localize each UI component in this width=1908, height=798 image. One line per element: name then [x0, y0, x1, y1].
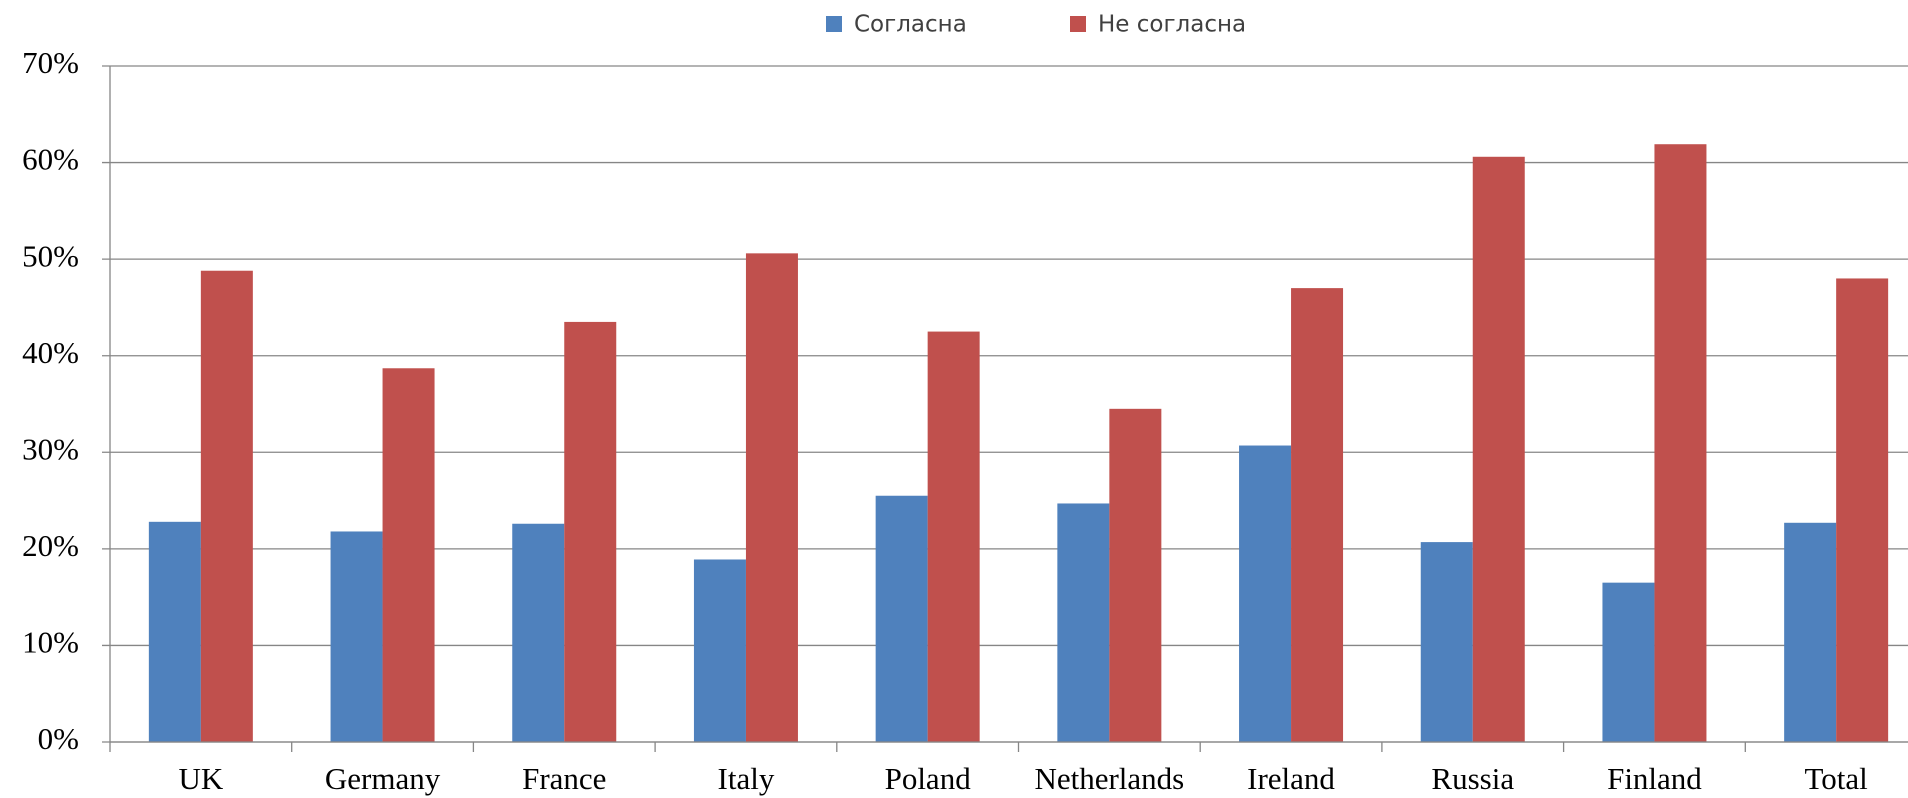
- y-tick-label: 50%: [22, 238, 79, 273]
- bar: [200, 270, 253, 742]
- x-tick-label: Germany: [325, 761, 441, 796]
- bar: [512, 523, 565, 742]
- y-tick-label: 30%: [22, 431, 79, 466]
- y-tick-label: 40%: [22, 335, 79, 370]
- legend-label: Согласна: [854, 12, 967, 38]
- bar: [693, 559, 746, 742]
- bar: [1239, 445, 1292, 742]
- x-tick-label: Russia: [1431, 761, 1514, 796]
- bar: [745, 253, 798, 742]
- y-tick-label: 60%: [22, 142, 79, 177]
- x-tick-label: Italy: [718, 761, 775, 796]
- bar: [927, 331, 980, 742]
- bar: [1836, 278, 1889, 742]
- bar: [875, 495, 928, 742]
- bar: [564, 321, 617, 742]
- bar: [382, 368, 435, 742]
- bar: [148, 521, 201, 742]
- x-tick-label: Netherlands: [1034, 761, 1184, 796]
- bar: [1472, 156, 1525, 742]
- y-tick-label: 10%: [22, 625, 79, 660]
- x-tick-label: Ireland: [1247, 761, 1335, 796]
- bar: [1420, 542, 1473, 742]
- legend-swatch: [1070, 16, 1086, 32]
- x-tick-label: Finland: [1607, 761, 1702, 796]
- bar: [1784, 522, 1837, 742]
- bar: [1109, 408, 1162, 742]
- bar: [1291, 288, 1344, 742]
- legend-swatch: [826, 16, 842, 32]
- bar: [1654, 144, 1707, 743]
- bar: [330, 531, 383, 742]
- x-tick-label: UK: [178, 761, 223, 796]
- x-tick-label: Poland: [885, 761, 972, 796]
- y-tick-label: 70%: [22, 45, 79, 80]
- legend-label: Не согласна: [1098, 12, 1246, 38]
- y-tick-label: 0%: [38, 721, 79, 756]
- bar: [1057, 503, 1110, 742]
- y-tick-label: 20%: [22, 528, 79, 563]
- x-tick-label: France: [522, 761, 606, 796]
- x-tick-label: Total: [1805, 761, 1868, 796]
- bar: [1602, 582, 1655, 742]
